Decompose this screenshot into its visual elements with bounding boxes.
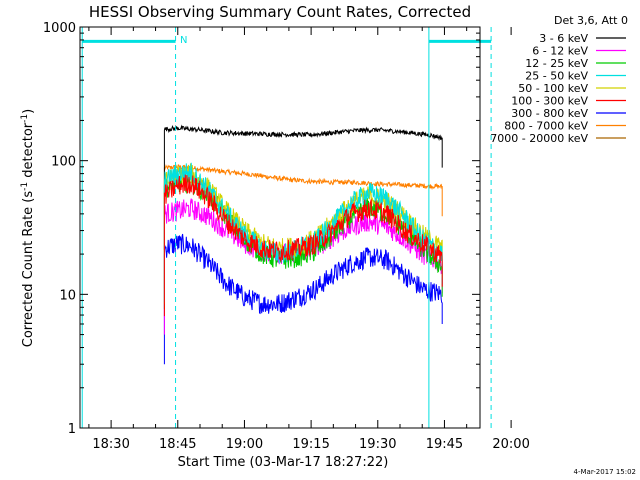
series-line-3-6keV bbox=[163, 124, 443, 250]
y-axis-label-exponent-2: -1 bbox=[20, 114, 30, 123]
marker-label: N bbox=[180, 35, 187, 46]
x-tick-label: 19:30 bbox=[359, 437, 396, 452]
y-axis-label: Corrected Count Rate (s-1 detector-1) bbox=[20, 109, 36, 347]
y-tick-label: 100 bbox=[51, 155, 76, 170]
series-line-800-7000keV bbox=[163, 164, 443, 289]
y-axis-label-mid: detector bbox=[21, 122, 36, 182]
legend-entry-label: 6 - 12 keV bbox=[532, 45, 588, 58]
series-layer bbox=[163, 124, 443, 365]
x-tick-label: 18:30 bbox=[92, 437, 129, 452]
series-line-100-300keV bbox=[163, 174, 443, 317]
legend-entry-label: 300 - 800 keV bbox=[511, 107, 588, 120]
series-line-300-800keV bbox=[163, 233, 443, 365]
timestamp: 4-Mar-2017 15:02 bbox=[574, 468, 636, 476]
x-tick-label: 19:45 bbox=[426, 437, 463, 452]
x-axis-label: Start Time (03-Mar-17 18:27:22) bbox=[178, 455, 389, 470]
x-tick-label: 18:45 bbox=[159, 437, 196, 452]
plot-frame bbox=[79, 26, 481, 429]
y-axis-label-exponent-1: -1 bbox=[20, 182, 30, 191]
vertical-lines: N bbox=[81, 27, 492, 428]
y-axis-label-end: ) bbox=[21, 109, 36, 114]
x-tick-label: 20:00 bbox=[492, 437, 529, 452]
chart-title: HESSI Observing Summary Count Rates, Cor… bbox=[89, 3, 471, 21]
x-tick-label: 19:00 bbox=[226, 437, 263, 452]
legend-entry-label: 3 - 6 keV bbox=[539, 32, 588, 45]
legend-entry-label: 7000 - 20000 keV bbox=[490, 132, 588, 145]
x-tick-label: 19:15 bbox=[292, 437, 329, 452]
legend-entry-label: 12 - 25 keV bbox=[525, 57, 588, 70]
legend-header: Det 3,6, Att 0 bbox=[554, 14, 628, 27]
y-tick-label: 10 bbox=[59, 288, 76, 303]
y-tick-label: 1 bbox=[68, 422, 76, 437]
legend-entry-label: 100 - 300 keV bbox=[511, 95, 588, 108]
legend-entry-label: 25 - 50 keV bbox=[525, 70, 588, 83]
ticks: 1 10 100 1000 18:30 18:45 19:00 19:15 19:30 19:45… bbox=[43, 21, 530, 452]
legend-entry-label: 50 - 100 keV bbox=[518, 82, 588, 95]
legend-entry-label: 800 - 7000 keV bbox=[504, 120, 588, 133]
y-tick-label: 1000 bbox=[43, 21, 76, 36]
y-axis-label-main: Corrected Count Rate (s bbox=[21, 191, 36, 348]
